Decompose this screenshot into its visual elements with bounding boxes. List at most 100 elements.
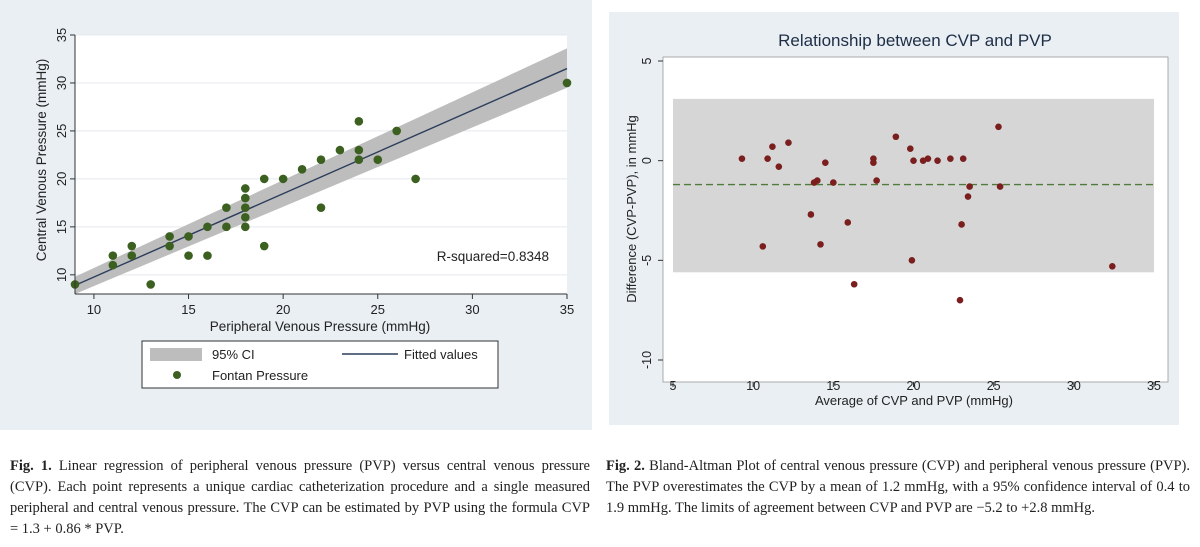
data-point (769, 143, 776, 151)
data-point (958, 221, 965, 228)
data-point (127, 251, 137, 260)
figure-1-label: Fig. 1. (10, 458, 52, 474)
x-tick-label: 30 (465, 302, 479, 317)
data-point (844, 219, 852, 226)
bland-altman-chart: Relationship between CVP and PVP 5 10 15 20… (624, 31, 1169, 408)
y-tick-label: 20 (54, 172, 69, 186)
y-tick-label: -5 (640, 255, 654, 266)
y-axis-label: Difference (CVP-PVP), in mmHg (624, 115, 639, 303)
data-point (241, 193, 250, 203)
legend-points-swatch (173, 371, 181, 379)
x-tick-label: 25 (371, 302, 385, 317)
figure-2-caption: Fig. 2. Bland-Altman Plot of central ven… (606, 456, 1190, 519)
data-point (108, 251, 118, 260)
data-point (959, 155, 967, 162)
legend: 95% CI Fitted values Fontan Pressure (141, 340, 499, 389)
data-point (241, 203, 250, 212)
x-tick-label: 30 (1067, 379, 1081, 393)
legend-ci-swatch (150, 348, 202, 361)
x-axis-label: Average of CVP and PVP (mmHg) (815, 393, 1013, 408)
data-point (354, 117, 364, 126)
x-tick-label: 10 (746, 379, 760, 393)
x-tick-label: 35 (1147, 379, 1161, 393)
figure-1-caption: Fig. 1. Linear regression of peripheral … (10, 456, 590, 540)
data-point (814, 177, 821, 184)
data-point (908, 257, 916, 264)
data-point (241, 222, 250, 232)
x-tick-label: 15 (181, 302, 195, 317)
x-tick-label: 20 (907, 379, 921, 393)
data-point (996, 183, 1004, 190)
data-point (354, 155, 364, 165)
data-point (870, 155, 877, 162)
data-point (764, 155, 771, 162)
data-point (738, 155, 746, 162)
legend-ci-label: 95% CI (212, 347, 255, 362)
data-point (241, 184, 250, 193)
data-point (373, 155, 383, 165)
data-point (759, 243, 767, 250)
data-point (807, 211, 815, 218)
data-point (184, 232, 193, 241)
data-point (995, 123, 1002, 131)
data-point (108, 260, 118, 270)
figure-2-panel: Relationship between CVP and PVP 5 10 15 20… (609, 12, 1179, 425)
data-point (964, 193, 972, 200)
data-point (203, 222, 212, 232)
data-point (259, 174, 269, 184)
y-tick-label: 35 (54, 28, 69, 42)
data-point (222, 203, 231, 212)
data-point (947, 155, 954, 162)
y-tick-label: 5 (640, 57, 654, 64)
x-tick-label: 20 (276, 302, 290, 317)
x-tick-label: 5 (670, 379, 677, 393)
data-point (127, 241, 137, 251)
figure-1-caption-text: Linear regression of peripheral venous p… (10, 458, 590, 537)
data-point (785, 139, 792, 147)
x-axis-label: Peripheral Venous Pressure (mmHg) (210, 319, 431, 334)
y-tick-label: 15 (54, 220, 69, 234)
data-point (203, 251, 212, 260)
legend-points-label: Fontan Pressure (212, 368, 308, 383)
data-point (165, 241, 174, 251)
data-point (924, 155, 932, 162)
data-point (830, 179, 837, 186)
data-point (392, 126, 401, 136)
data-point (817, 241, 824, 248)
data-point (956, 296, 964, 304)
x-tick-label: 10 (87, 302, 101, 317)
legend-fit-label: Fitted values (404, 347, 478, 362)
data-point (906, 145, 914, 153)
data-point (934, 157, 941, 164)
y-tick-label: -10 (640, 351, 654, 369)
data-point (259, 241, 269, 251)
data-point (966, 183, 973, 190)
y-tick-label: 25 (54, 124, 69, 138)
confidence-band (75, 48, 567, 295)
data-point (775, 163, 783, 170)
x-tick-label: 25 (987, 379, 1001, 393)
y-tick-label: 10 (54, 268, 69, 282)
y-tick-label: 0 (640, 157, 654, 164)
data-point (241, 212, 250, 222)
data-point (354, 145, 364, 155)
data-point (1109, 263, 1116, 270)
r-squared-annotation: R-squared=0.8348 (437, 249, 549, 264)
data-point (562, 78, 572, 88)
data-point (822, 159, 829, 166)
chart-title: Relationship between CVP and PVP (778, 31, 1052, 50)
data-point (335, 145, 345, 155)
data-point (297, 164, 307, 174)
data-point (910, 157, 917, 164)
data-point (222, 222, 231, 232)
data-point (411, 174, 420, 184)
figure-2-label: Fig. 2. (606, 458, 645, 474)
data-point (165, 232, 174, 241)
data-point (146, 280, 155, 289)
data-point (316, 203, 326, 212)
y-axis-label: Central Venous Pressure (mmHg) (34, 59, 49, 262)
regression-chart: 10 15 20 25 30 35 10 15 20 25 30 35 Peripheral Ven… (34, 28, 574, 389)
fitted-line (74, 67, 568, 287)
data-point (873, 177, 880, 184)
figure-2-caption-text: Bland-Altman Plot of central venous pres… (606, 458, 1190, 516)
